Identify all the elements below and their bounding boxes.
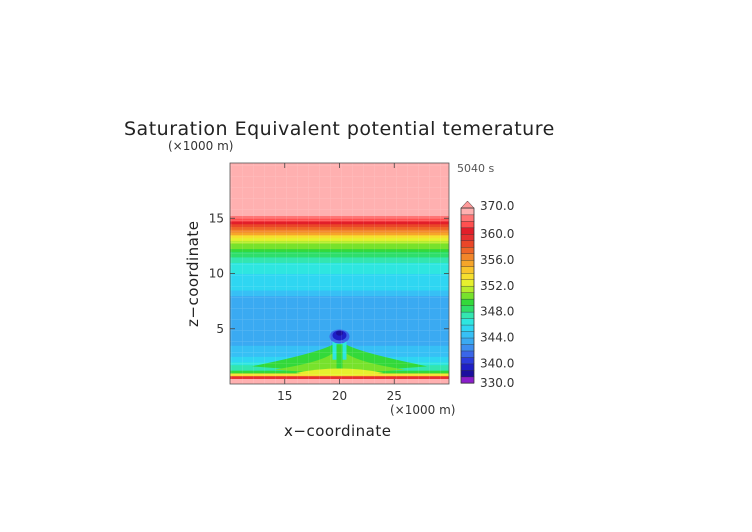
colorbar-segment: [460, 259, 475, 267]
colorbar-labels: 370.0 360.0 356.0 352.0 348.0 344.0 340.0 330.0: [480, 199, 514, 390]
colorbar-segment: [460, 285, 475, 293]
colorbar-segment: [460, 350, 475, 358]
x-tick-label: 20: [332, 389, 347, 403]
colorbar-top-arrow: [460, 200, 475, 209]
colorbar-segment: [460, 207, 475, 216]
colorbar-segment: [460, 324, 475, 332]
y-axis-ticks: 5 10 15: [209, 211, 449, 336]
colorbar-segment: [460, 220, 475, 229]
colorbar-label: 348.0: [480, 305, 514, 319]
x-axis-label: x−coordinate: [284, 422, 391, 440]
time-label: 5040 s: [457, 162, 494, 175]
colorbar-label: 330.0: [480, 376, 514, 390]
colorbar-segment: [460, 292, 475, 300]
colorbar-segment: [460, 305, 475, 313]
colorbar-segment: [460, 356, 475, 365]
colorbar-segment: [460, 369, 475, 378]
colorbar-segment: [460, 311, 475, 319]
colorbar-segment: [460, 272, 475, 280]
x-tick-label: 25: [387, 389, 402, 403]
colorbar-segment: [460, 246, 475, 254]
colorbar-label: 344.0: [480, 331, 514, 345]
y-tick-label: 15: [209, 211, 224, 225]
colorbar-segment: [460, 266, 475, 274]
chart-title: Saturation Equivalent potential temeratu…: [124, 118, 555, 140]
colorbar-label: 360.0: [480, 227, 514, 241]
colorbar-frame: [460, 207, 475, 384]
colorbar-segment: [460, 343, 475, 352]
y-tick-label: 5: [216, 322, 224, 336]
colorbar-segment: [460, 298, 475, 306]
x-axis-ticks: 15 20 25: [277, 163, 402, 403]
y-tick-label: 10: [209, 267, 224, 281]
colorbar-label: 340.0: [480, 357, 514, 371]
x-unit-label: (×1000 m): [390, 403, 455, 417]
colorbar-segment: [460, 363, 475, 371]
x-tick-label: 15: [277, 389, 292, 403]
colorbar-segment: [460, 240, 475, 248]
colorbar-segment: [460, 317, 475, 326]
colorbar-segment: [460, 253, 475, 261]
colorbar-segment: [460, 214, 475, 222]
colorbar-segment: [460, 337, 475, 345]
colorbar-segment: [460, 330, 475, 339]
colorbar-segment: [460, 376, 475, 384]
colorbar-segment: [460, 233, 475, 242]
colorbar-label: 352.0: [480, 279, 514, 293]
colorbar: [460, 200, 475, 384]
y-axis-label: z−coordinate: [184, 221, 202, 327]
y-unit-label: (×1000 m): [168, 139, 233, 153]
colorbar-segment: [460, 227, 475, 235]
colorbar-label: 356.0: [480, 253, 514, 267]
colorbar-label: 370.0: [480, 199, 514, 213]
plot-area: [230, 163, 449, 384]
plot-grid: [230, 163, 449, 384]
colorbar-segment: [460, 279, 475, 287]
